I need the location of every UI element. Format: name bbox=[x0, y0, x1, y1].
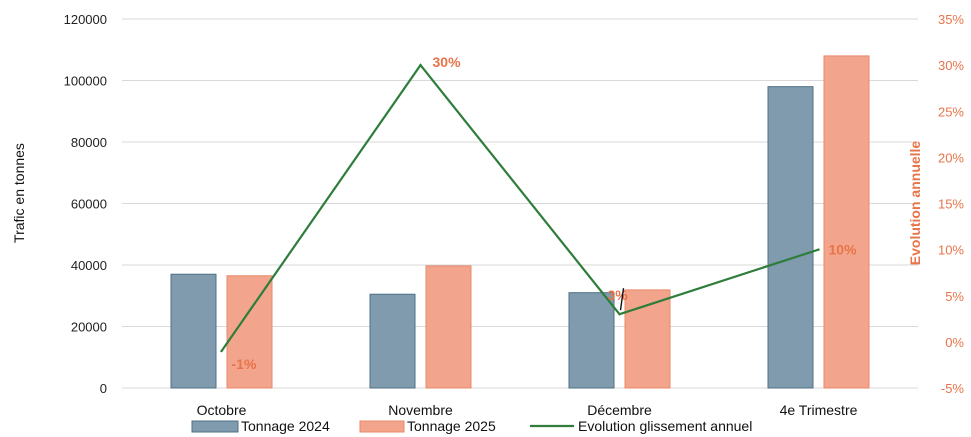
right-tick-label: 10% bbox=[938, 243, 964, 258]
legend-item-tonnage-2024: Tonnage 2024 bbox=[191, 418, 330, 434]
legend-label-evolution: Evolution glissement annuel bbox=[578, 418, 752, 434]
bar-tonnage-2024-1 bbox=[369, 293, 416, 389]
legend-label-tonnage-2024: Tonnage 2024 bbox=[241, 418, 330, 434]
legend-swatch-tonnage-2025 bbox=[359, 420, 405, 433]
right-tick-label: 5% bbox=[945, 289, 964, 304]
category-label: 4e Trimestre bbox=[780, 402, 858, 418]
category-label: Novembre bbox=[388, 402, 453, 418]
bar-series bbox=[170, 55, 870, 389]
right-axis-title: Evolution annuelle bbox=[907, 141, 923, 266]
right-tick-label: -5% bbox=[941, 381, 965, 396]
legend: Tonnage 2024 Tonnage 2025 Evolution glis… bbox=[191, 418, 752, 434]
left-tick-label: 100000 bbox=[64, 74, 107, 89]
left-axis-ticks: 0 20000 40000 60000 80000 100000 120000 bbox=[64, 12, 107, 396]
left-axis-title: Trafic en tonnes bbox=[11, 143, 27, 243]
bar-tonnage-2025-1 bbox=[425, 265, 472, 389]
bar-tonnage-2024-0 bbox=[170, 273, 217, 389]
right-tick-label: 30% bbox=[938, 58, 964, 73]
category-label: Décembre bbox=[587, 402, 652, 418]
left-tick-label: 60000 bbox=[71, 197, 107, 212]
category-label: Octobre bbox=[197, 402, 247, 418]
right-tick-label: 20% bbox=[938, 150, 964, 165]
right-tick-label: 35% bbox=[938, 12, 964, 27]
left-tick-label: 20000 bbox=[71, 320, 107, 335]
evolution-point-3 bbox=[817, 248, 820, 251]
category-axis-labels: Octobre Novembre Décembre 4e Trimestre bbox=[197, 402, 858, 418]
bar-tonnage-2024-3 bbox=[767, 86, 814, 389]
legend-item-evolution: Evolution glissement annuel bbox=[530, 418, 752, 434]
legend-label-tonnage-2025: Tonnage 2025 bbox=[407, 418, 496, 434]
evolution-line bbox=[220, 63, 819, 352]
left-tick-label: 120000 bbox=[64, 12, 107, 27]
bar-tonnage-2025-0 bbox=[226, 275, 273, 389]
left-tick-label: 80000 bbox=[71, 135, 107, 150]
left-tick-label: 40000 bbox=[71, 258, 107, 273]
legend-swatch-tonnage-2024 bbox=[191, 420, 239, 433]
right-tick-label: 25% bbox=[938, 104, 964, 119]
evolution-data-label-2: 3% bbox=[608, 287, 629, 303]
right-tick-label: 0% bbox=[945, 335, 964, 350]
legend-item-tonnage-2025: Tonnage 2025 bbox=[359, 418, 496, 434]
bar-tonnage-2024-2 bbox=[568, 292, 615, 389]
evolution-data-label-1: 30% bbox=[433, 54, 462, 70]
evolution-point-2 bbox=[618, 313, 621, 316]
evolution-data-label-3: 10% bbox=[829, 242, 858, 258]
bar-tonnage-2025-3 bbox=[823, 55, 870, 389]
evolution-point-0 bbox=[220, 349, 223, 353]
evolution-point-1 bbox=[419, 63, 422, 67]
left-tick-label: 0 bbox=[100, 381, 107, 396]
data-label-leader-line bbox=[619, 288, 625, 311]
right-tick-label: 15% bbox=[938, 197, 964, 212]
right-axis-ticks: -5% 0% 5% 10% 15% 20% 25% 30% 35% bbox=[938, 12, 964, 396]
data-labels: -1% 30% 3% 10% bbox=[232, 54, 858, 372]
line-series bbox=[220, 63, 820, 353]
evolution-data-label-0: -1% bbox=[232, 356, 257, 372]
